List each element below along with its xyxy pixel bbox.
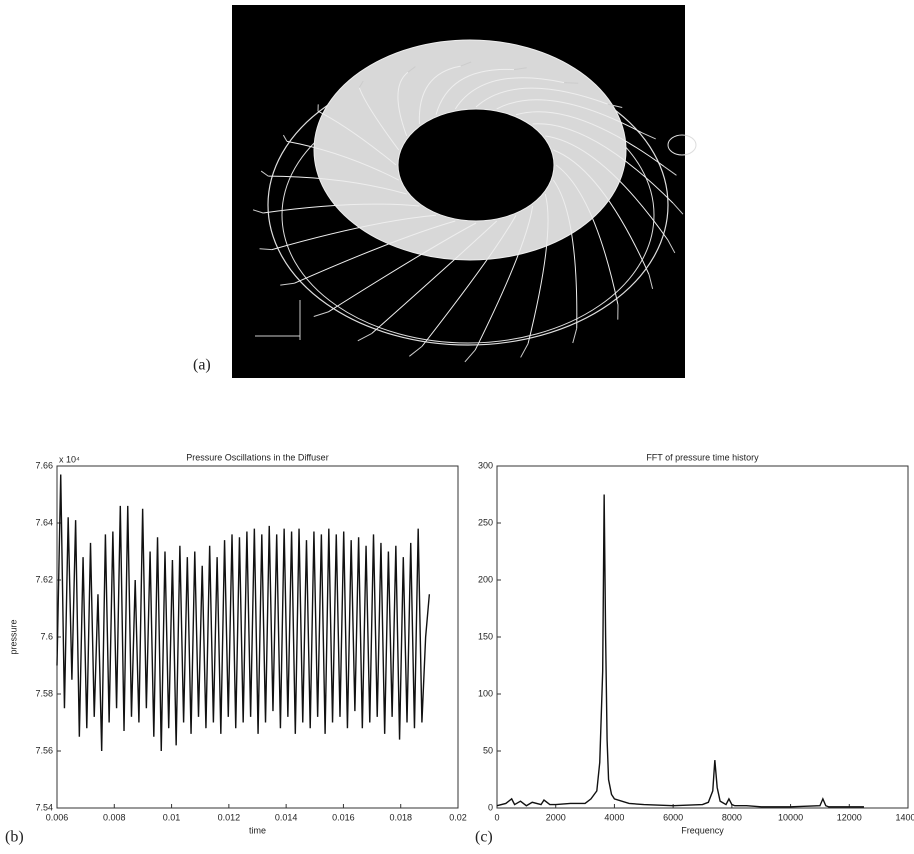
data-line: [496, 494, 864, 808]
outlet-loop: [667, 134, 697, 156]
blade-edge: [259, 248, 273, 251]
blade: [421, 214, 517, 347]
blade: [475, 87, 608, 108]
blade: [553, 149, 650, 275]
blade: [271, 214, 437, 251]
blades: [252, 61, 684, 363]
blade-edge: [667, 239, 676, 254]
blade-edge: [252, 209, 264, 214]
x-tick-label: 0.012: [218, 812, 241, 822]
y-tick-label: 250: [478, 517, 493, 527]
blade: [555, 164, 619, 305]
blade-edge: [464, 349, 476, 363]
x-tick-label: 0.014: [275, 812, 298, 822]
impeller-rendering: [232, 5, 697, 378]
blade: [474, 205, 534, 351]
data-line: [56, 474, 431, 752]
blade-edge: [572, 328, 578, 344]
blade-edge: [313, 311, 329, 317]
y-tick-label: 300: [478, 460, 493, 470]
y-tick-label: 7.6: [40, 631, 53, 641]
x-tick-label: 0: [494, 812, 499, 822]
y-tick-label: 7.56: [35, 745, 53, 755]
blade-edge: [409, 345, 423, 357]
blade: [397, 71, 409, 137]
blade-edge: [460, 61, 472, 67]
plot-frame: [496, 465, 909, 809]
y-multiplier: x 10⁴: [59, 454, 80, 464]
y-tick-label: 7.54: [35, 802, 53, 812]
x-tick-label: 0.018: [389, 812, 412, 822]
blade: [527, 193, 549, 344]
blade: [268, 175, 407, 195]
blade: [358, 87, 400, 151]
y-tick-label: 100: [478, 688, 493, 698]
blade-edge: [520, 343, 529, 358]
chart-title: Pressure Oscillations in the Diffuser: [186, 452, 328, 462]
x-tick-label: 10000: [778, 812, 803, 822]
blade-edge: [564, 82, 579, 84]
blade: [496, 99, 643, 134]
blade: [532, 123, 674, 204]
y-axis-label: pressure: [8, 619, 18, 654]
blade: [286, 140, 399, 181]
panel-label: (c): [475, 829, 493, 846]
blade-edge: [513, 67, 527, 71]
blade-edge: [260, 170, 269, 177]
x-tick-label: 12000: [837, 812, 862, 822]
blade-edge: [648, 274, 654, 290]
blade: [327, 222, 477, 313]
x-tick-label: 0.006: [46, 812, 69, 822]
x-tick-label: 6000: [663, 812, 683, 822]
blade-edge: [280, 282, 295, 286]
y-tick-label: 7.58: [35, 688, 53, 698]
y-tick-label: 7.66: [35, 460, 53, 470]
blade: [552, 179, 578, 329]
x-tick-label: 0.02: [449, 812, 467, 822]
blade-edge: [358, 80, 364, 88]
blade-edge: [672, 202, 684, 215]
x-tick-label: 0.016: [332, 812, 355, 822]
x-axis-label: time: [249, 825, 266, 835]
x-tick-label: 2000: [546, 812, 566, 822]
blade: [317, 110, 397, 166]
blade-edge: [607, 103, 623, 108]
y-tick-label: 7.62: [35, 574, 53, 584]
blade-edge: [407, 66, 416, 73]
blade: [263, 203, 420, 214]
y-tick-label: 50: [483, 745, 493, 755]
panel-label: (a): [193, 357, 211, 374]
x-tick-label: 8000: [722, 812, 742, 822]
blade: [294, 220, 456, 284]
blade: [435, 68, 515, 115]
blade-edge: [641, 132, 656, 140]
x-tick-label: 4000: [604, 812, 624, 822]
y-tick-label: 200: [478, 574, 493, 584]
blade: [515, 111, 665, 167]
blade-edge: [282, 134, 288, 142]
blade-edge: [663, 166, 677, 176]
blade: [545, 135, 669, 241]
blade-edge: [357, 332, 373, 342]
blade: [371, 220, 498, 334]
x-tick-label: 0.01: [163, 812, 181, 822]
panel-label: (b): [5, 829, 24, 846]
y-tick-label: 7.64: [35, 517, 53, 527]
y-tick-label: 150: [478, 631, 493, 641]
y-tick-label: 0: [488, 802, 493, 812]
chart-title: FFT of pressure time history: [646, 452, 759, 462]
hub-hole: [397, 108, 555, 222]
x-axis-label: Frequency: [681, 825, 724, 835]
blade: [418, 65, 461, 125]
blade: [454, 77, 565, 110]
x-tick-label: 0.008: [103, 812, 126, 822]
